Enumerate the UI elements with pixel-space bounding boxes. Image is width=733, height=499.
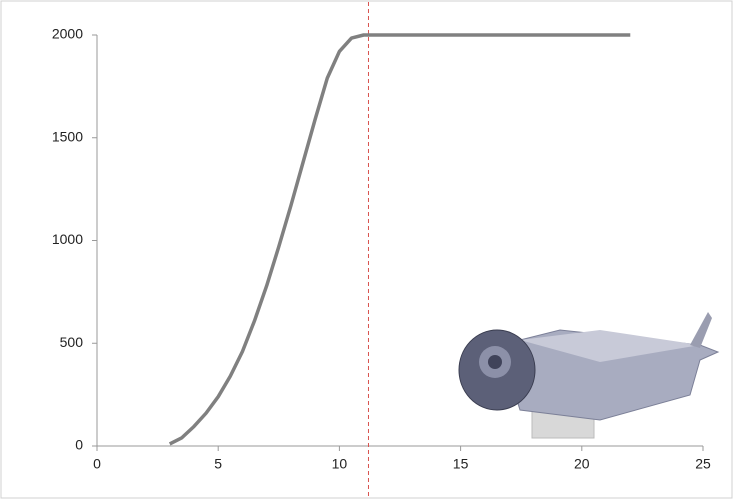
- y-tick-label: 500: [60, 334, 84, 350]
- x-tick-label: 10: [332, 456, 348, 472]
- frame: [1, 1, 732, 498]
- x-tick-label: 0: [93, 456, 101, 472]
- y-tick-label: 1500: [52, 128, 83, 144]
- x-tick-label: 5: [214, 456, 222, 472]
- x-tick-label: 15: [453, 456, 469, 472]
- x-tick-label: 25: [695, 456, 711, 472]
- y-tick-label: 1000: [52, 231, 83, 247]
- y-tick-label: 0: [75, 437, 83, 453]
- chart: 0 500 1000 1500 2000 0 5 10 15 20 25: [0, 0, 733, 499]
- x-tick-label: 20: [574, 456, 590, 472]
- y-tick-label: 2000: [52, 26, 83, 42]
- page: {"chart_data": {"type": "line", "x": [3,…: [0, 0, 733, 499]
